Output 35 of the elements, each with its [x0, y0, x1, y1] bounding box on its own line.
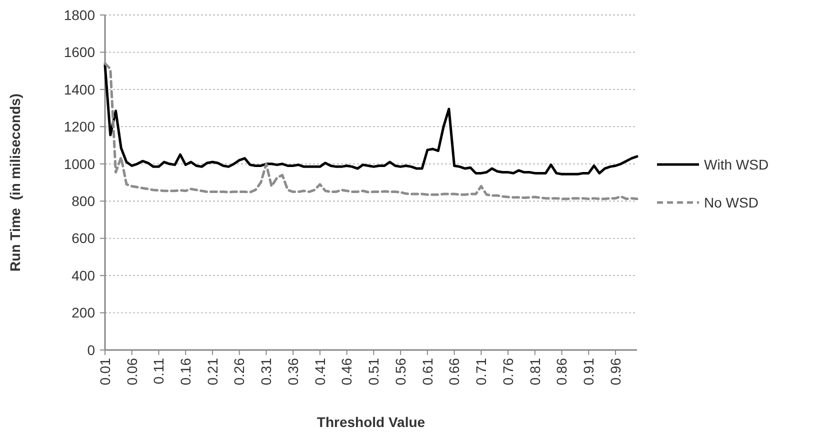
x-tick-label: 0.16	[178, 358, 194, 386]
y-tick-label: 1800	[64, 6, 96, 23]
y-tick-label: 1000	[64, 156, 96, 172]
x-tick-label: 0.71	[473, 358, 490, 386]
y-tick-label: 0	[87, 342, 96, 358]
y-tick-label: 1400	[64, 81, 96, 98]
y-axis-title: Run Time (in miliseconds)	[7, 94, 23, 272]
x-tick-label: 0.66	[446, 358, 462, 386]
x-tick-label: 0.11	[150, 358, 167, 384]
x-tick-label: 0.51	[366, 358, 382, 386]
x-tick-label: 0.46	[338, 358, 355, 386]
x-tick-label: 0.06	[124, 358, 140, 386]
y-tick-label: 800	[72, 193, 96, 210]
x-tick-label: 0.96	[607, 358, 624, 386]
y-tick-label: 200	[72, 304, 96, 321]
x-tick-label: 0.61	[419, 358, 436, 386]
x-axis-title: Threshold Value	[316, 414, 426, 430]
x-tick-label: 0.81	[526, 358, 543, 386]
line-series	[104, 64, 638, 176]
x-tick-label: 0.56	[392, 358, 408, 386]
x-tick-label: 0.26	[231, 358, 248, 386]
x-tick-label: 0.76	[500, 358, 516, 386]
x-tick-label: 0.21	[204, 358, 220, 386]
y-tick-label: 600	[72, 230, 96, 246]
x-tick-label: 0.91	[580, 358, 597, 386]
x-tick-label: 0.86	[554, 358, 570, 386]
x-tick-label: 0.41	[312, 358, 328, 386]
legend-label: No WSD	[704, 194, 758, 210]
x-tick-label: 0.36	[284, 358, 301, 386]
y-tick-label: 1600	[64, 44, 96, 60]
x-tick-label: 0.01	[96, 358, 113, 386]
legend-label: With WSD	[704, 156, 769, 172]
y-tick-label: 1200	[64, 118, 96, 135]
x-tick-label: 0.31	[258, 358, 274, 386]
y-tick-label: 400	[72, 267, 96, 284]
